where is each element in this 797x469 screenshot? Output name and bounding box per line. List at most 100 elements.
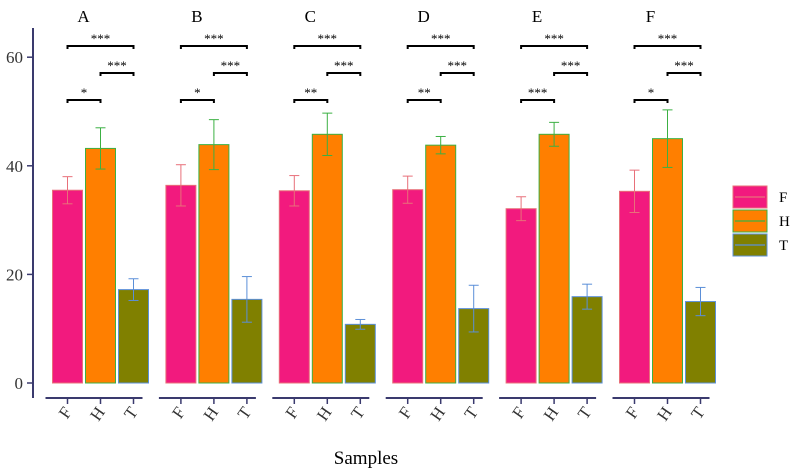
error-bar-B-T — [241, 276, 252, 323]
x-tick-label: T — [347, 403, 369, 423]
error-bar-C-F — [289, 175, 300, 207]
significance-label: ** — [304, 85, 317, 100]
significance-label: *** — [528, 85, 548, 100]
bar-B-F — [165, 184, 197, 384]
error-bar-A-F — [62, 176, 73, 205]
error-bar-C-T — [355, 318, 366, 330]
significance-bracket: *** — [633, 31, 702, 49]
significance-bracket: *** — [326, 58, 362, 76]
panel-title: F — [646, 7, 655, 26]
significance-label: *** — [318, 31, 338, 46]
x-tick-label: H — [426, 403, 449, 424]
x-tick-label: H — [313, 403, 336, 424]
significance-label: *** — [431, 31, 451, 46]
error-bar-F-T — [695, 286, 706, 317]
error-bar-E-F — [516, 196, 527, 222]
x-tick-label: H — [86, 403, 109, 424]
significance-label: *** — [91, 31, 111, 46]
bar-E-F — [505, 208, 537, 384]
y-tick-label: 60 — [6, 48, 23, 67]
bar-D-F — [392, 189, 424, 384]
y-tick-label: 0 — [15, 374, 24, 393]
x-axis-title: Samples — [334, 448, 398, 469]
significance-bracket: * — [633, 85, 669, 103]
bar-E-T — [571, 296, 603, 384]
bar-C-F — [278, 190, 310, 384]
error-bar-E-H — [549, 121, 560, 147]
significance-bracket: *** — [520, 31, 589, 49]
error-bar-B-F — [175, 164, 186, 207]
x-tick-label: F — [168, 403, 189, 422]
legend-item-T: T — [732, 233, 788, 257]
significance-label: ** — [418, 85, 431, 100]
significance-bracket: * — [66, 85, 102, 103]
error-bar-D-T — [468, 284, 479, 333]
x-tick-label: F — [395, 403, 416, 422]
significance-label: *** — [221, 58, 241, 73]
panel-F: FF H T******* — [612, 7, 716, 424]
x-tick-label: F — [55, 403, 76, 422]
panel-C: CF H T******** — [272, 7, 376, 424]
legend-label: T — [779, 238, 788, 254]
x-tick-label: F — [622, 403, 643, 422]
bar-A-T — [118, 289, 149, 384]
x-tick-label: H — [653, 403, 676, 424]
error-bar-A-H — [95, 127, 106, 170]
chart-panels: AF H T*******BF H T*******CF H T********DF H T**… — [45, 7, 716, 424]
x-tick-label: F — [508, 403, 529, 422]
panel-title: A — [77, 7, 90, 26]
legend-item-F: F — [732, 185, 787, 209]
panel-A: AF H T******* — [45, 7, 149, 424]
legend: FHT — [732, 185, 790, 257]
error-bar-C-H — [322, 112, 333, 156]
significance-bracket: *** — [293, 31, 362, 49]
significance-bracket: ** — [406, 85, 442, 103]
panel-title: B — [191, 7, 202, 26]
significance-bracket: *** — [66, 31, 135, 49]
panel-title: C — [305, 7, 316, 26]
significance-bracket: *** — [212, 58, 248, 76]
significance-bracket: *** — [439, 58, 475, 76]
error-bar-B-H — [208, 119, 219, 171]
significance-bracket: ** — [293, 85, 329, 103]
significance-label: * — [194, 85, 201, 100]
significance-label: *** — [658, 31, 678, 46]
bar-D-H — [425, 144, 457, 384]
significance-label: * — [648, 85, 655, 100]
significance-bracket: *** — [553, 58, 589, 76]
panel-B: BF H T******* — [158, 7, 263, 424]
panel-title: E — [532, 7, 542, 26]
significance-label: *** — [674, 58, 694, 73]
bar-B-H — [198, 144, 230, 384]
x-tick-label: H — [200, 403, 223, 424]
significance-bracket: *** — [99, 58, 135, 76]
significance-label: *** — [204, 31, 224, 46]
bar-F-H — [652, 138, 683, 384]
significance-bracket: *** — [406, 31, 475, 49]
error-bar-D-F — [402, 175, 413, 204]
bar-A-F — [52, 189, 83, 384]
panel-title: D — [418, 7, 430, 26]
bar-C-H — [311, 133, 343, 384]
x-tick-label: H — [540, 403, 563, 424]
bar-C-T — [344, 323, 376, 384]
y-tick-label: 20 — [6, 265, 23, 284]
legend-item-H: H — [732, 209, 790, 233]
error-bar-F-H — [662, 109, 673, 168]
x-tick-label: T — [120, 403, 142, 423]
significance-label: *** — [561, 58, 581, 73]
significance-bracket: *** — [179, 31, 248, 49]
significance-label: *** — [107, 58, 127, 73]
significance-label: *** — [447, 58, 467, 73]
x-tick-label: T — [574, 403, 596, 423]
legend-label: H — [779, 214, 790, 230]
significance-bracket: * — [179, 85, 215, 103]
error-bar-E-T — [582, 283, 593, 310]
error-bar-D-H — [435, 135, 446, 155]
significance-bracket: *** — [520, 85, 556, 103]
y-axis: 0 20 40 60 — [6, 28, 34, 398]
panel-E: E F H T *** *** *** — [499, 7, 603, 424]
x-tick-label: T — [687, 403, 709, 423]
x-tick-label: T — [234, 403, 256, 423]
